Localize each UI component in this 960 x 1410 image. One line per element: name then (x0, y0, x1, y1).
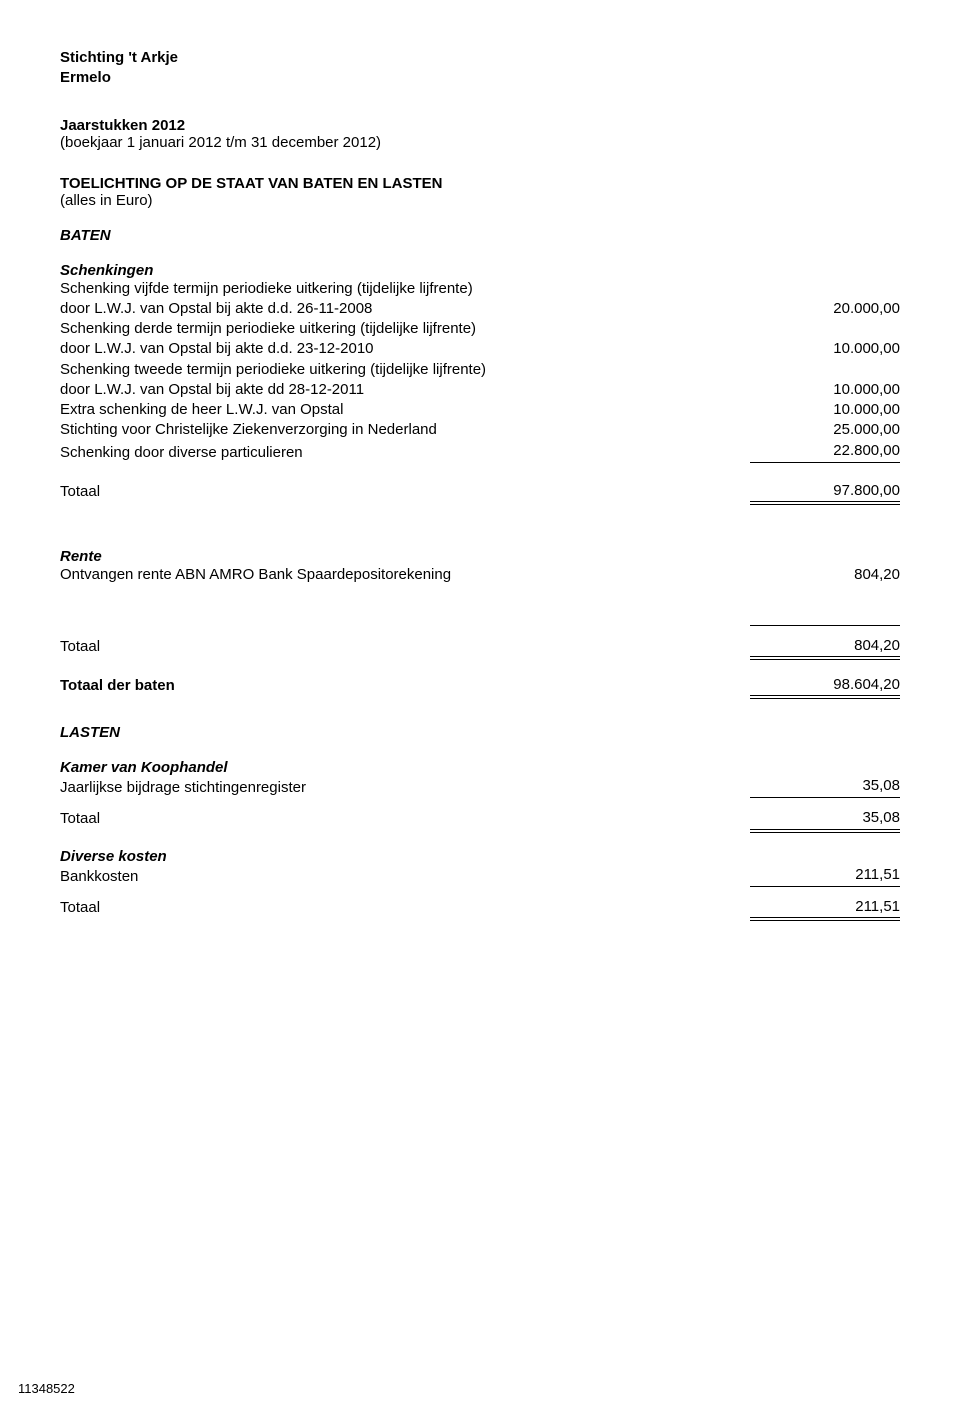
diverse-item: Bankkosten 211,51 (60, 865, 900, 887)
rente-heading: Rente (60, 548, 900, 565)
kvk-label: Jaarlijkse bijdrage stichtingenregister (60, 778, 750, 798)
totaal-der-baten-row: Totaal der baten 98.604,20 (60, 675, 900, 696)
schenking-item: Schenking vijfde termijn periodieke uitk… (60, 279, 900, 299)
schenking-label: Schenking tweede termijn periodieke uitk… (60, 360, 900, 380)
diverse-amount: 211,51 (750, 865, 900, 887)
schenking-item: door L.W.J. van Opstal bij akte d.d. 26-… (60, 299, 900, 319)
rente-totaal-row: Totaal 804,20 (60, 636, 900, 657)
schenking-item: Schenking door diverse particulieren 22.… (60, 441, 900, 463)
totaal-label: Totaal (60, 482, 750, 502)
lasten-heading: LASTEN (60, 724, 900, 741)
schenking-amount: 25.000,00 (750, 420, 900, 440)
rente-label: Ontvangen rente ABN AMRO Bank Spaardepos… (60, 565, 750, 585)
rente-item: Ontvangen rente ABN AMRO Bank Spaardepos… (60, 565, 900, 585)
schenkingen-totaal-row: Totaal 97.800,00 (60, 481, 900, 502)
totaal-amount: 97.800,00 (750, 481, 900, 502)
doc-title: Jaarstukken 2012 (60, 117, 900, 134)
totaal-amount: 35,08 (750, 808, 900, 829)
diverse-totaal-row: Totaal 211,51 (60, 897, 900, 918)
org-name: Stichting 't Arkje (60, 48, 900, 68)
schenking-label: Schenking vijfde termijn periodieke uitk… (60, 279, 900, 299)
diverse-heading: Diverse kosten (60, 848, 900, 865)
schenking-label: Stichting voor Christelijke Ziekenverzor… (60, 420, 750, 440)
kvk-heading: Kamer van Koophandel (60, 759, 900, 776)
totaal-amount: 211,51 (750, 897, 900, 918)
schenking-amount: 10.000,00 (750, 400, 900, 420)
schenking-amount: 20.000,00 (750, 299, 900, 319)
totaal-label: Totaal (60, 898, 750, 918)
totaal-amount: 804,20 (750, 636, 900, 657)
currency-note: (alles in Euro) (60, 192, 900, 209)
totaal-label: Totaal (60, 809, 750, 829)
diverse-label: Bankkosten (60, 867, 750, 887)
org-place: Ermelo (60, 68, 900, 88)
baten-heading: BATEN (60, 227, 900, 244)
schenkingen-heading: Schenkingen (60, 262, 900, 279)
footer-reference: 11348522 (18, 1381, 75, 1396)
schenking-label: door L.W.J. van Opstal bij akte dd 28-12… (60, 380, 750, 400)
schenking-item: Schenking derde termijn periodieke uitke… (60, 319, 900, 339)
totaal-der-baten-label: Totaal der baten (60, 676, 750, 696)
doc-period: (boekjaar 1 januari 2012 t/m 31 december… (60, 134, 900, 151)
schenking-amount: 10.000,00 (750, 339, 900, 359)
schenking-amount: 10.000,00 (750, 380, 900, 400)
rente-amount: 804,20 (750, 565, 900, 585)
rente-blank-line (60, 603, 900, 625)
schenking-label: Schenking door diverse particulieren (60, 443, 750, 463)
schenking-label: door L.W.J. van Opstal bij akte d.d. 26-… (60, 299, 750, 319)
kvk-amount: 35,08 (750, 776, 900, 798)
schenking-item: Stichting voor Christelijke Ziekenverzor… (60, 420, 900, 440)
schenking-item: Extra schenking de heer L.W.J. van Opsta… (60, 400, 900, 420)
totaal-label: Totaal (60, 637, 750, 657)
kvk-item: Jaarlijkse bijdrage stichtingenregister … (60, 776, 900, 798)
statement-title: TOELICHTING OP DE STAAT VAN BATEN EN LAS… (60, 175, 900, 192)
blank-underline (750, 603, 900, 625)
totaal-der-baten-amount: 98.604,20 (750, 675, 900, 696)
schenking-item: door L.W.J. van Opstal bij akte dd 28-12… (60, 380, 900, 400)
kvk-totaal-row: Totaal 35,08 (60, 808, 900, 829)
schenking-label: Extra schenking de heer L.W.J. van Opsta… (60, 400, 750, 420)
schenking-amount: 22.800,00 (750, 441, 900, 463)
schenking-item: Schenking tweede termijn periodieke uitk… (60, 360, 900, 380)
schenking-label: Schenking derde termijn periodieke uitke… (60, 319, 900, 339)
schenking-label: door L.W.J. van Opstal bij akte d.d. 23-… (60, 339, 750, 359)
page: Stichting 't Arkje Ermelo Jaarstukken 20… (0, 0, 960, 1410)
schenking-item: door L.W.J. van Opstal bij akte d.d. 23-… (60, 339, 900, 359)
